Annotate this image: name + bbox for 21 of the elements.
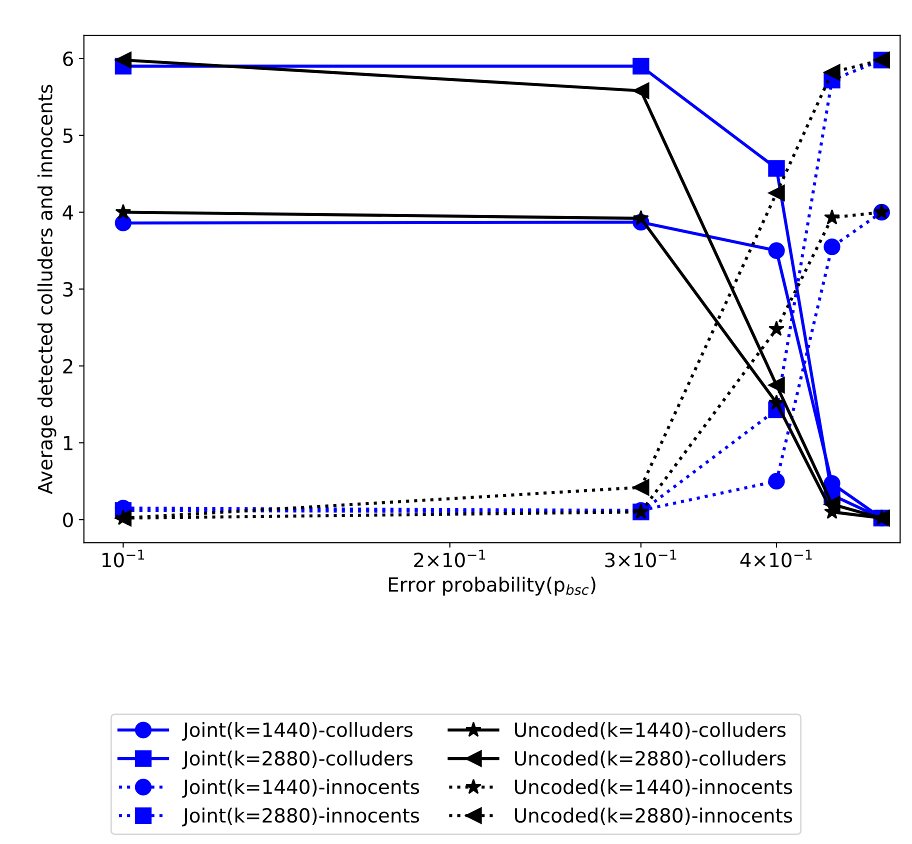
y-axis-title: Average detected colluders and innocents xyxy=(37,84,56,494)
y-tick-label: 1 xyxy=(64,436,72,450)
x-tick-label: 4×10$^{−1}$ xyxy=(740,550,812,568)
x-tick-label: 3×10$^{−1}$ xyxy=(605,550,676,568)
legend-label: Uncoded(k=2880)-innocents xyxy=(515,808,792,826)
x-axis-title: Error probability(p$_{bsc}$) xyxy=(388,576,596,596)
x-tick-label: 2×10$^{−1}$ xyxy=(414,550,486,568)
legend-label: Joint(k=1440)-innocents xyxy=(182,779,420,798)
y-tick-label: 6 xyxy=(63,51,73,66)
legend-label: Joint(k=2880)-colluders xyxy=(182,750,413,770)
legend-label: Joint(k=2880)-innocents xyxy=(182,808,420,826)
y-tick-label: 3 xyxy=(63,282,73,297)
legend-label: Joint(k=1440)-colluders xyxy=(182,722,413,741)
y-tick-label: 2 xyxy=(63,358,72,374)
y-tick-label: 0 xyxy=(63,512,73,528)
y-tick-label: 4 xyxy=(62,205,74,220)
x-tick-label: 10$^{−1}$ xyxy=(102,550,144,568)
legend-label: Uncoded(k=2880)-colluders xyxy=(515,750,786,768)
legend-label: Uncoded(k=1440)-innocents xyxy=(515,779,792,796)
y-tick-label: 5 xyxy=(63,128,72,144)
legend-label: Uncoded(k=1440)-colluders xyxy=(515,722,786,740)
